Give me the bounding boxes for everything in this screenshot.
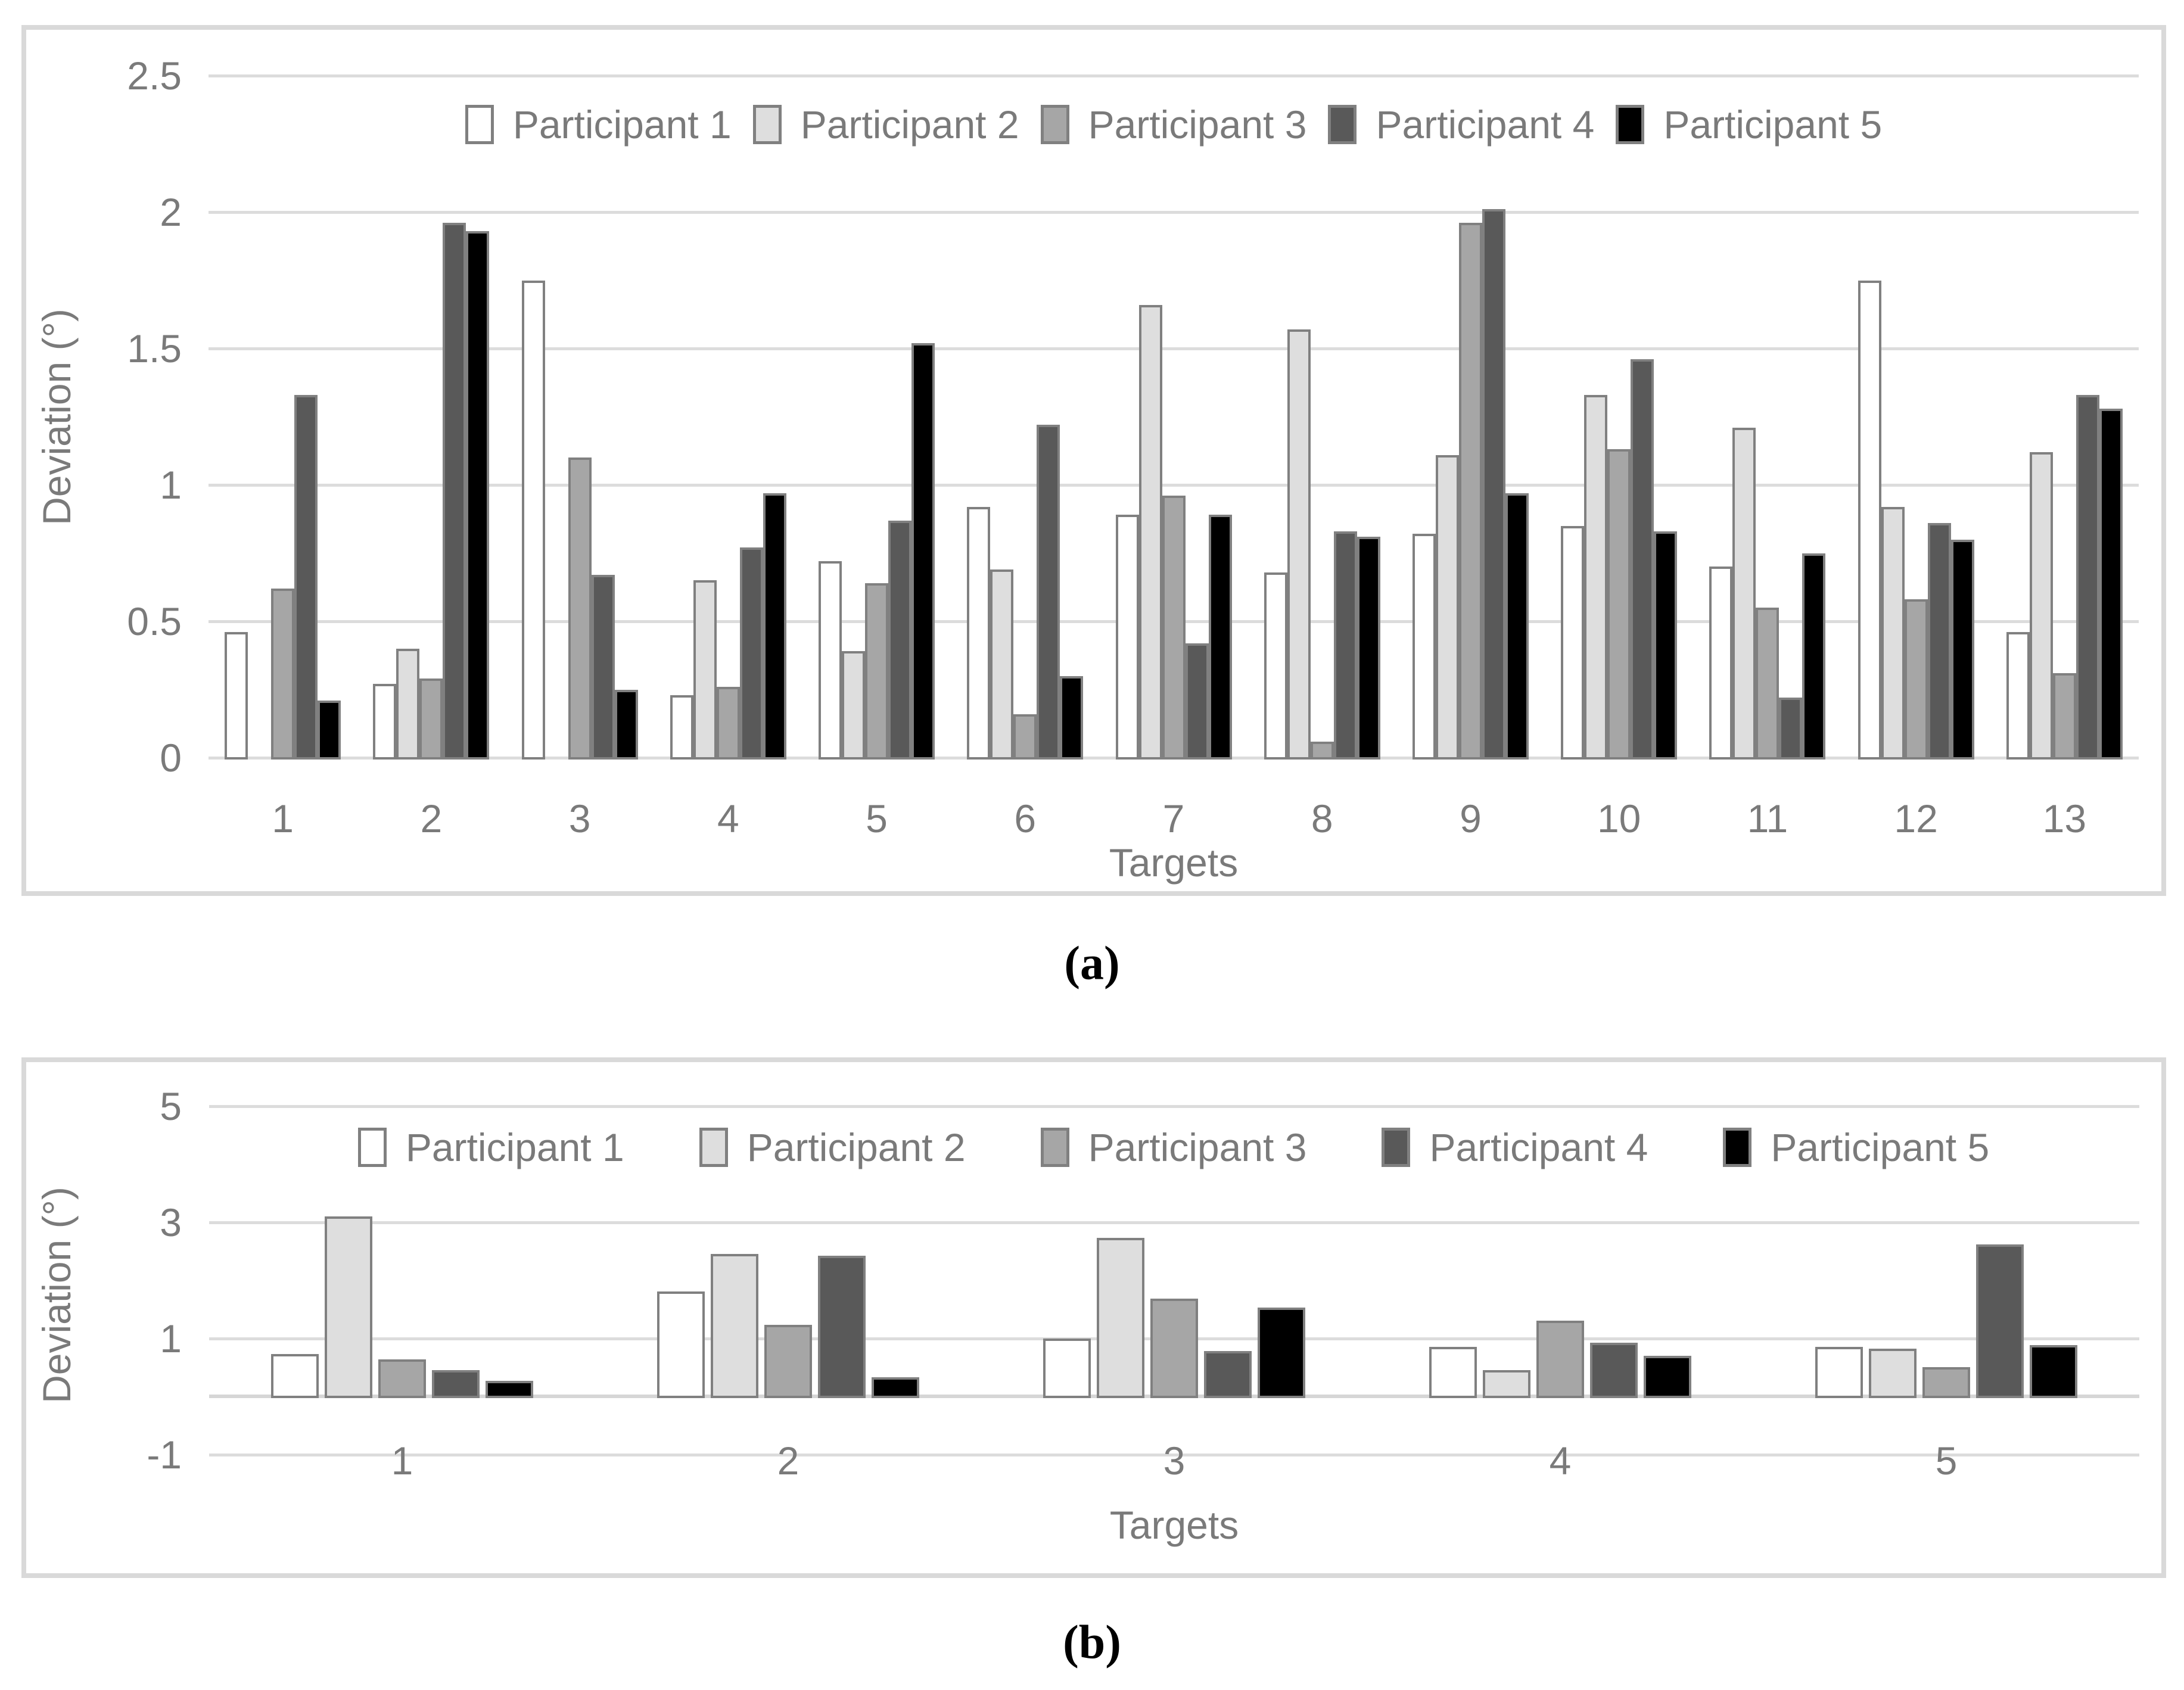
legend-swatch-icon: [1723, 1128, 1752, 1167]
legend-item-participant-3: Participant 3: [1040, 102, 1307, 147]
legend-label: Participant 5: [1771, 1125, 1990, 1169]
legend-item-participant-4: Participant 4: [1382, 1128, 1648, 1167]
legend-label: Participant 3: [1088, 1125, 1307, 1169]
legend-item-participant-1: Participant 1: [357, 1125, 624, 1169]
legend-label: Participant 2: [746, 1125, 966, 1169]
legend-swatch-icon: [1040, 105, 1069, 144]
legend-item-participant-5: Participant 5: [1723, 1128, 1989, 1167]
panel-a-caption: (a): [1064, 937, 1120, 990]
legend-swatch-icon: [752, 105, 782, 144]
legend-item-participant-4: Participant 4: [1328, 105, 1594, 144]
legend-swatch-icon: [1040, 1128, 1069, 1167]
chart-a-panel: [21, 25, 2166, 896]
legend-swatch-icon: [1616, 105, 1645, 144]
panel-b-caption: (b): [1063, 1616, 1121, 1669]
legend-swatch-icon: [699, 1128, 728, 1167]
legend-item-participant-2: Participant 2: [699, 1128, 966, 1167]
legend-label: Participant 2: [800, 102, 1019, 147]
legend-label: Participant 1: [405, 1125, 624, 1169]
legend-swatch-icon: [1328, 105, 1357, 144]
legend-swatch-icon: [1382, 1128, 1411, 1167]
legend-label: Participant 4: [1376, 102, 1595, 147]
legend-item-participant-5: Participant 5: [1616, 105, 1882, 144]
legend-label: Participant 3: [1088, 102, 1307, 147]
chart-a-legend: Participant 1 Participant 2 Participant 3 P…: [209, 105, 2139, 144]
legend-label: Participant 5: [1663, 102, 1883, 147]
legend-label: Participant 4: [1429, 1125, 1648, 1169]
legend-label: Participant 1: [512, 102, 732, 147]
legend-item-participant-1: Participant 1: [465, 105, 732, 144]
legend-item-participant-2: Participant 2: [752, 102, 1019, 147]
chart-b-legend: Participant 1 Participant 2 Participant 3 P…: [209, 1128, 2139, 1167]
legend-swatch-icon: [357, 1128, 387, 1167]
legend-item-participant-3: Participant 3: [1040, 1125, 1307, 1169]
legend-swatch-icon: [465, 105, 494, 144]
